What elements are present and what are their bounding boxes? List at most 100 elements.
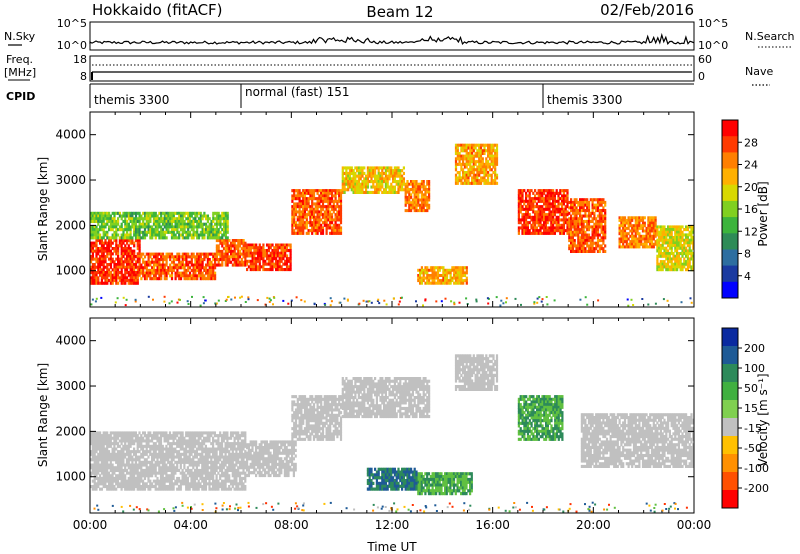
heatmap-cell: [568, 230, 571, 234]
heatmap-cell: [93, 276, 96, 280]
heatmap-cell: [323, 210, 326, 214]
heatmap-cell: [185, 211, 188, 215]
heatmap-cell: [479, 181, 483, 185]
heatmap-cell: [316, 197, 319, 201]
heatmap-cell: [307, 213, 310, 217]
heatmap-cell: [224, 252, 227, 256]
heatmap-cell: [321, 202, 325, 206]
heatmap-cell: [278, 259, 281, 263]
heatmap-cell: [294, 226, 298, 230]
heatmap-cell: [688, 252, 691, 256]
heatmap-cell: [686, 254, 689, 258]
heatmap-cell: [528, 189, 531, 193]
heatmap-cell: [118, 468, 121, 472]
heatmap-cell: [276, 262, 279, 266]
heatmap-cell: [517, 191, 520, 195]
heatmap-cell: [244, 263, 247, 267]
heatmap-cell: [332, 231, 335, 235]
heatmap-cell: [667, 225, 670, 229]
heatmap-cell: [686, 244, 689, 248]
heatmap-cell: [244, 244, 247, 248]
heatmap-cell: [476, 181, 479, 185]
heatmap-cell: [276, 268, 279, 272]
heatmap-cell: [454, 162, 458, 166]
heatmap-cell: [99, 466, 102, 470]
heatmap-cell: [210, 236, 213, 240]
heatmap-cell: [124, 225, 127, 229]
heatmap-cell: [580, 217, 583, 221]
heatmap-cell: [131, 225, 134, 229]
heatmap-cell: [667, 268, 670, 272]
heatmap-cell: [582, 225, 585, 229]
heatmap-cell: [596, 203, 600, 207]
heatmap-cell: [167, 219, 170, 223]
heatmap-cell: [307, 191, 310, 195]
heatmap-cell: [246, 262, 249, 266]
heatmap-cell: [303, 197, 307, 201]
heatmap-cell: [111, 260, 114, 264]
heatmap-cell: [320, 191, 323, 195]
heatmap-cell: [485, 168, 488, 172]
heatmap-cell: [120, 434, 123, 438]
heatmap-cell: [652, 224, 655, 228]
heatmap-cell: [210, 228, 213, 232]
heatmap-cell: [374, 171, 377, 175]
heatmap-cell: [586, 222, 589, 226]
heatmap-cell: [625, 218, 628, 222]
heatmap-cell: [133, 230, 136, 234]
heatmap-cell: [580, 236, 583, 240]
heatmap-cell: [138, 439, 141, 443]
heatmap-cell: [566, 191, 569, 195]
heatmap-cell: [471, 179, 474, 183]
heatmap-cell: [285, 257, 289, 261]
heatmap-cell: [573, 198, 576, 202]
heatmap-cell: [623, 240, 627, 244]
heatmap-cell: [156, 277, 159, 281]
heatmap-cell: [253, 254, 256, 258]
heatmap-cell: [674, 257, 677, 261]
heatmap-cell: [124, 276, 127, 280]
heatmap-cell: [134, 214, 138, 218]
heatmap-cell: [636, 224, 639, 228]
heatmap-cell: [294, 197, 298, 201]
heatmap-cell: [411, 185, 414, 189]
heatmap-cell: [133, 233, 136, 237]
heatmap-cell: [561, 231, 564, 235]
heatmap-cell: [618, 240, 621, 244]
heatmap-cell: [196, 222, 199, 226]
heatmap-cell: [312, 229, 316, 233]
heatmap-cell: [579, 241, 582, 245]
heatmap-cell: [129, 255, 132, 259]
heatmap-cell: [226, 225, 229, 229]
heatmap-cell: [600, 211, 603, 215]
heatmap-cell: [90, 241, 93, 245]
heatmap-cell: [318, 205, 321, 209]
heatmap-cell: [332, 218, 335, 222]
heatmap-cell: [99, 228, 102, 232]
heatmap-cell: [670, 268, 673, 272]
heatmap-cell: [221, 258, 224, 262]
heatmap-cell: [133, 466, 136, 470]
heatmap-cell: [323, 223, 326, 227]
heatmap-cell: [273, 254, 276, 258]
heatmap-cell: [670, 233, 673, 237]
heatmap-cell: [456, 274, 459, 277]
heatmap-cell: [106, 447, 109, 451]
heatmap-cell: [458, 268, 461, 272]
heatmap-cell: [332, 189, 335, 193]
heatmap-cell: [472, 165, 475, 169]
heatmap-cell: [577, 241, 580, 245]
heatmap-cell: [422, 271, 425, 275]
heatmap-cell: [298, 213, 301, 217]
heatmap-cell: [160, 219, 163, 223]
heatmap-cell: [95, 460, 98, 464]
heatmap-cell: [379, 171, 382, 175]
heatmap-cell: [393, 188, 396, 192]
heatmap-cell: [251, 259, 254, 263]
heatmap-cell: [577, 211, 580, 215]
heatmap-cell: [192, 255, 195, 259]
heatmap-cell: [104, 460, 107, 464]
heatmap-cell: [138, 460, 141, 464]
heatmap-cell: [120, 431, 123, 435]
